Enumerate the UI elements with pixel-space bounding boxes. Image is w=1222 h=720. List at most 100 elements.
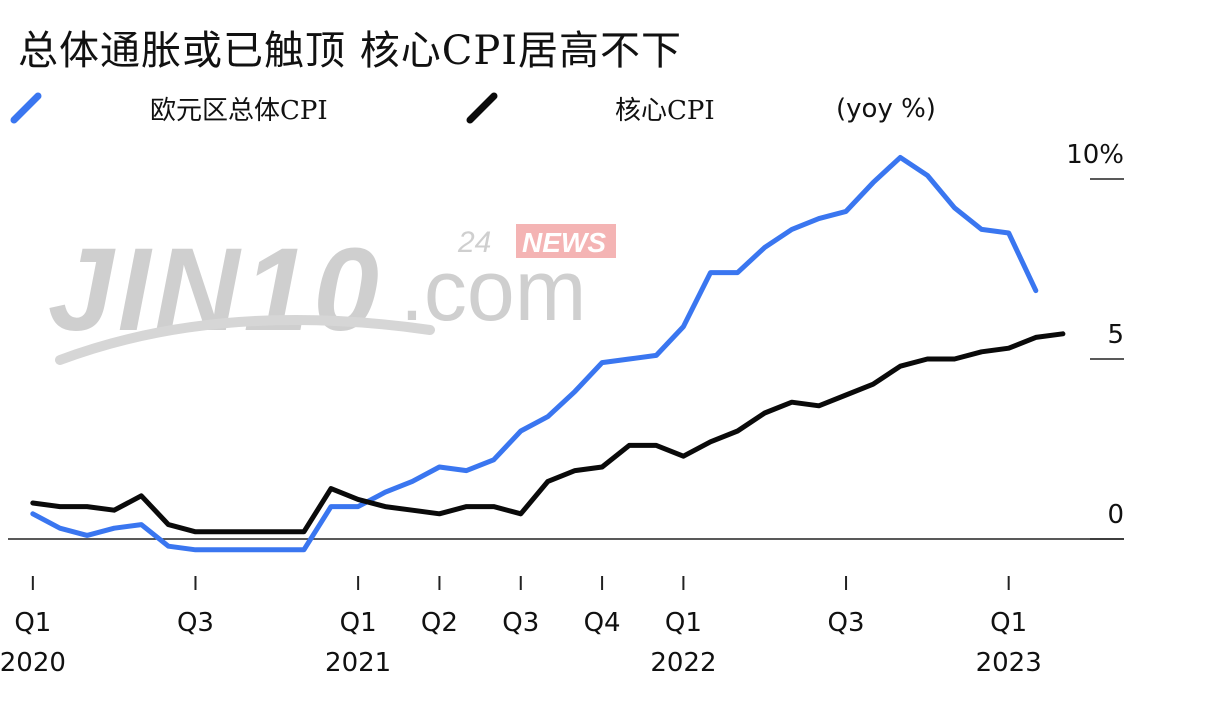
- data-point-core: [1060, 331, 1065, 336]
- data-point-headline: [952, 205, 957, 210]
- data-point-core: [329, 486, 334, 491]
- x-tick-quarter: Q4: [584, 608, 621, 638]
- data-point-headline: [247, 547, 252, 552]
- data-point-core: [871, 382, 876, 387]
- legend-label-headline: 欧元区总体CPI: [150, 96, 328, 126]
- data-point-headline: [762, 245, 767, 250]
- data-point-headline: [925, 173, 930, 178]
- data-point-core: [816, 403, 821, 408]
- y-tick-label: 0: [1107, 500, 1124, 530]
- data-point-headline: [572, 389, 577, 394]
- x-tick-quarter: Q3: [177, 608, 214, 638]
- data-point-headline: [600, 360, 605, 365]
- data-point-core: [1033, 335, 1038, 340]
- data-point-core: [301, 529, 306, 534]
- data-point-headline: [545, 414, 550, 419]
- data-point-core: [193, 529, 198, 534]
- data-point-core: [600, 465, 605, 470]
- x-tick-year: 2023: [976, 648, 1042, 678]
- y-tick-label: 10%: [1066, 140, 1124, 170]
- data-point-headline: [329, 504, 334, 509]
- data-point-headline: [410, 479, 415, 484]
- x-tick-quarter: Q2: [421, 608, 458, 638]
- data-point-headline: [708, 270, 713, 275]
- data-point-headline: [898, 155, 903, 160]
- unit-label: (yoy %): [836, 94, 936, 124]
- x-tick-quarter: Q1: [990, 608, 1027, 638]
- data-point-headline: [30, 511, 35, 516]
- x-tick-quarter: Q1: [340, 608, 377, 638]
- x-tick-year: 2020: [0, 648, 66, 678]
- series-line-core-cpi: [30, 331, 1066, 535]
- legend-swatch-core: [466, 92, 498, 124]
- data-point-core: [925, 357, 930, 362]
- data-point-headline: [301, 547, 306, 552]
- data-point-core: [30, 501, 35, 506]
- data-point-headline: [220, 547, 225, 552]
- data-point-core: [681, 454, 686, 459]
- data-point-headline: [816, 216, 821, 221]
- data-point-headline: [627, 357, 632, 362]
- data-point-core: [410, 508, 415, 513]
- data-point-headline: [437, 465, 442, 470]
- data-point-headline: [166, 544, 171, 549]
- series-line-headline-cpi: [30, 154, 1039, 553]
- data-point-headline: [518, 429, 523, 434]
- data-point-core: [952, 357, 957, 362]
- chart-title: 总体通胀或已触顶 核心CPI居高不下: [18, 28, 683, 74]
- data-point-core: [356, 497, 361, 502]
- data-point-headline: [1006, 231, 1011, 236]
- data-point-core: [735, 429, 740, 434]
- data-point-core: [545, 479, 550, 484]
- data-point-core: [518, 511, 523, 516]
- data-point-core: [437, 511, 442, 516]
- data-point-headline: [112, 526, 117, 531]
- data-point-headline: [681, 324, 686, 329]
- data-point-core: [762, 411, 767, 416]
- data-point-core: [898, 364, 903, 369]
- x-tick-quarter: Q3: [828, 608, 865, 638]
- data-point-headline: [1033, 288, 1038, 293]
- data-point-core: [464, 504, 469, 509]
- x-tick-quarter: Q1: [665, 608, 702, 638]
- data-point-core: [57, 504, 62, 509]
- x-tick-year: 2022: [650, 648, 716, 678]
- data-point-core: [789, 400, 794, 405]
- data-point-core: [979, 349, 984, 354]
- data-point-headline: [139, 522, 144, 527]
- data-point-headline: [274, 547, 279, 552]
- data-point-core: [491, 504, 496, 509]
- legend: [10, 92, 498, 124]
- data-point-core: [166, 522, 171, 527]
- legend-swatch-headline: [10, 92, 42, 124]
- data-point-core: [383, 504, 388, 509]
- x-tick-quarter: Q3: [502, 608, 539, 638]
- data-point-core: [274, 529, 279, 534]
- data-point-headline: [979, 227, 984, 232]
- data-point-core: [1006, 346, 1011, 351]
- data-point-headline: [85, 533, 90, 538]
- data-point-core: [654, 443, 659, 448]
- data-point-core: [139, 493, 144, 498]
- data-point-core: [572, 468, 577, 473]
- data-point-headline: [789, 227, 794, 232]
- x-tick-quarter: Q1: [14, 608, 51, 638]
- data-point-headline: [383, 490, 388, 495]
- data-point-core: [247, 529, 252, 534]
- data-point-headline: [871, 180, 876, 185]
- data-point-core: [627, 443, 632, 448]
- data-point-headline: [491, 457, 496, 462]
- y-tick-label: 5: [1107, 320, 1124, 350]
- data-point-core: [112, 508, 117, 513]
- data-point-core: [220, 529, 225, 534]
- legend-label-core: 核心CPI: [615, 96, 715, 126]
- data-point-headline: [735, 270, 740, 275]
- data-point-headline: [464, 468, 469, 473]
- data-point-headline: [844, 209, 849, 214]
- data-point-headline: [356, 504, 361, 509]
- data-point-core: [85, 504, 90, 509]
- data-point-core: [844, 393, 849, 398]
- data-point-headline: [193, 547, 198, 552]
- data-point-core: [708, 439, 713, 444]
